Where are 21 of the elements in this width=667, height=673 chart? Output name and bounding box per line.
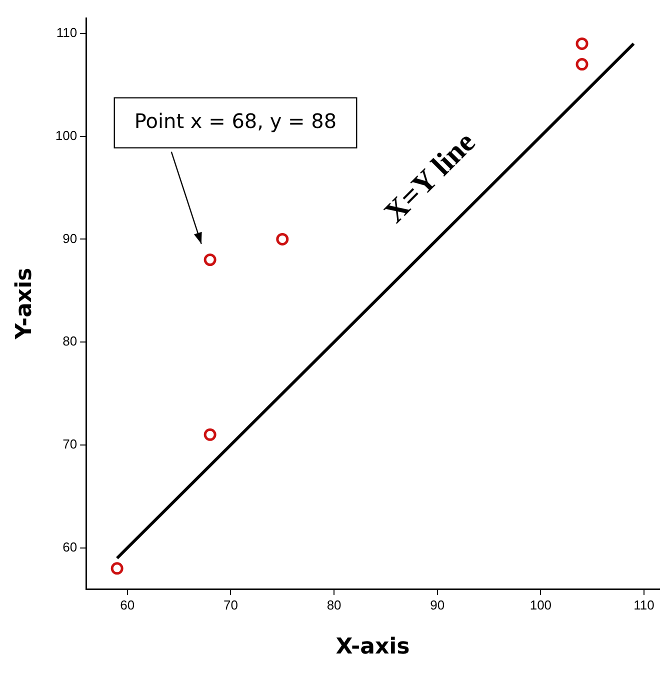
x-tick-label: 100	[530, 597, 552, 612]
y-tick-label: 100	[55, 128, 78, 143]
y-tick-label: 90	[62, 230, 78, 246]
point	[576, 37, 588, 50]
x-tick-label: 80	[326, 597, 342, 612]
point	[576, 58, 588, 71]
x-tick-label: 70	[224, 597, 238, 612]
x-tick-label: 110	[634, 597, 654, 612]
point	[110, 562, 124, 575]
point	[204, 254, 216, 266]
y-tick-label: 110	[56, 25, 78, 40]
annotation: Point x = 68, y = 88	[134, 109, 337, 134]
y-axis-title: Y-axis	[12, 268, 37, 340]
x-tick-label: 60	[120, 597, 135, 612]
y-tick-label: 80	[62, 334, 78, 349]
x-axis-title: X-axis	[336, 634, 410, 660]
x-tick-label: 90	[430, 597, 445, 612]
y-tick-label: 70	[62, 436, 78, 452]
point	[204, 428, 216, 441]
y-tick-label: 60	[62, 539, 78, 554]
point	[276, 232, 289, 246]
